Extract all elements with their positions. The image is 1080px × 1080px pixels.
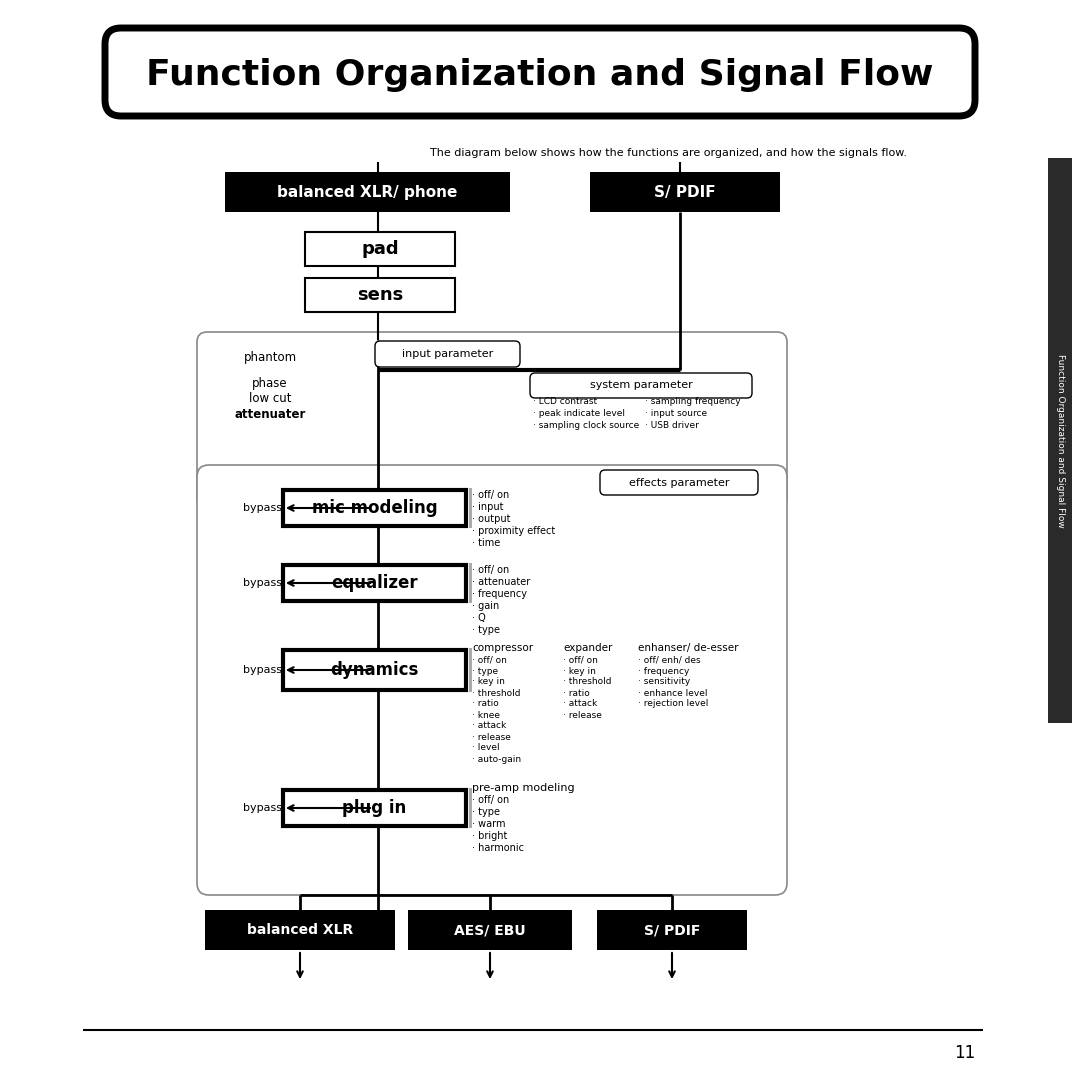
Text: mic modeling: mic modeling	[312, 499, 437, 517]
Bar	[305, 278, 455, 312]
Text: · proximity effect: · proximity effect	[472, 526, 555, 536]
Text: Function Organization and Signal Flow: Function Organization and Signal Flow	[1055, 353, 1065, 527]
Text: · enhance level: · enhance level	[638, 689, 707, 698]
Text: · off/ on: · off/ on	[472, 795, 510, 805]
Text: · input: · input	[472, 502, 503, 512]
Text: Function Organization and Signal Flow: Function Organization and Signal Flow	[146, 58, 934, 92]
Text: · key in: · key in	[472, 677, 504, 687]
Text: · attack: · attack	[472, 721, 507, 730]
Text: equalizer: equalizer	[332, 573, 418, 592]
Bar	[283, 488, 469, 528]
Text: · gain: · gain	[472, 600, 499, 611]
Bar	[283, 789, 465, 826]
Text: system parameter: system parameter	[590, 380, 692, 391]
Bar	[283, 565, 465, 600]
Bar	[283, 648, 469, 692]
Bar	[283, 788, 469, 828]
Text: · rejection level: · rejection level	[638, 700, 708, 708]
Text: compressor: compressor	[472, 643, 534, 653]
Text: · ratio: · ratio	[472, 700, 499, 708]
Text: · sampling clock source: · sampling clock source	[534, 421, 639, 431]
Bar	[283, 563, 469, 603]
Text: · frequency: · frequency	[638, 666, 689, 675]
Bar	[597, 910, 747, 950]
Text: · time: · time	[472, 538, 500, 548]
Text: · warm: · warm	[472, 819, 505, 829]
Text: low cut: low cut	[248, 391, 292, 405]
Bar	[286, 648, 472, 692]
Bar	[205, 910, 395, 950]
Text: AES/ EBU: AES/ EBU	[455, 923, 526, 937]
Text: · threshold: · threshold	[563, 677, 611, 687]
FancyBboxPatch shape	[105, 28, 975, 116]
Text: · attack: · attack	[563, 700, 597, 708]
Text: · off/ on: · off/ on	[472, 565, 510, 575]
FancyBboxPatch shape	[197, 332, 787, 507]
Text: · frequency: · frequency	[472, 589, 527, 599]
Text: enhanser/ de-esser: enhanser/ de-esser	[638, 643, 739, 653]
Bar	[283, 490, 465, 526]
FancyBboxPatch shape	[375, 341, 519, 367]
Text: · output: · output	[472, 514, 511, 524]
FancyBboxPatch shape	[600, 470, 758, 495]
Text: · attenuater: · attenuater	[472, 577, 530, 588]
Text: S/ PDIF: S/ PDIF	[644, 923, 700, 937]
Text: · type: · type	[472, 666, 498, 675]
Text: pre-amp modeling: pre-amp modeling	[472, 783, 575, 793]
Text: · Q: · Q	[472, 613, 486, 623]
FancyBboxPatch shape	[530, 373, 752, 399]
Text: phase: phase	[253, 378, 287, 391]
Bar	[286, 788, 472, 828]
Text: attenuater: attenuater	[234, 408, 306, 421]
Text: 11: 11	[954, 1044, 975, 1062]
Text: · threshold: · threshold	[472, 689, 521, 698]
Text: expander: expander	[563, 643, 612, 653]
Text: bypass: bypass	[243, 503, 283, 513]
Text: · key in: · key in	[563, 666, 596, 675]
Text: · auto-gain: · auto-gain	[472, 755, 522, 764]
Text: · sensitivity: · sensitivity	[638, 677, 690, 687]
Text: · release: · release	[563, 711, 602, 719]
Text: · knee: · knee	[472, 711, 500, 719]
Text: plug in: plug in	[342, 799, 407, 816]
Text: · LCD contrast: · LCD contrast	[534, 397, 597, 406]
Text: · sampling frequency: · sampling frequency	[645, 397, 741, 406]
Text: · off/ on: · off/ on	[472, 490, 510, 500]
Bar	[1048, 158, 1072, 723]
Bar	[408, 910, 572, 950]
Text: · bright: · bright	[472, 831, 508, 841]
Text: · harmonic: · harmonic	[472, 843, 524, 853]
Text: bypass: bypass	[243, 578, 283, 588]
Text: bypass: bypass	[243, 665, 283, 675]
Text: · type: · type	[472, 625, 500, 635]
Text: · peak indicate level: · peak indicate level	[534, 409, 625, 418]
Bar	[286, 563, 472, 603]
Text: · level: · level	[472, 743, 500, 753]
Text: pad: pad	[361, 240, 399, 258]
Text: · release: · release	[472, 732, 511, 742]
Text: · off/ on: · off/ on	[472, 656, 507, 664]
Text: input parameter: input parameter	[402, 349, 494, 359]
Text: · type: · type	[472, 807, 500, 816]
Bar	[225, 172, 510, 212]
Bar	[286, 488, 472, 528]
Text: · off/ enh/ des: · off/ enh/ des	[638, 656, 701, 664]
Text: balanced XLR: balanced XLR	[247, 923, 353, 937]
Bar	[283, 650, 465, 690]
Text: · input source: · input source	[645, 409, 707, 418]
Text: The diagram below shows how the functions are organized, and how the signals flo: The diagram below shows how the function…	[430, 148, 907, 158]
Text: bypass: bypass	[243, 804, 283, 813]
Text: phantom: phantom	[243, 351, 297, 365]
Text: · USB driver: · USB driver	[645, 421, 699, 431]
Text: sens: sens	[356, 286, 403, 303]
Bar	[305, 232, 455, 266]
Text: S/ PDIF: S/ PDIF	[654, 185, 716, 200]
FancyBboxPatch shape	[197, 465, 787, 895]
Bar	[590, 172, 780, 212]
Text: · ratio: · ratio	[563, 689, 590, 698]
Text: · off/ on: · off/ on	[563, 656, 598, 664]
Text: balanced XLR/ phone: balanced XLR/ phone	[278, 185, 458, 200]
Text: effects parameter: effects parameter	[629, 477, 729, 487]
Text: dynamics: dynamics	[330, 661, 419, 679]
